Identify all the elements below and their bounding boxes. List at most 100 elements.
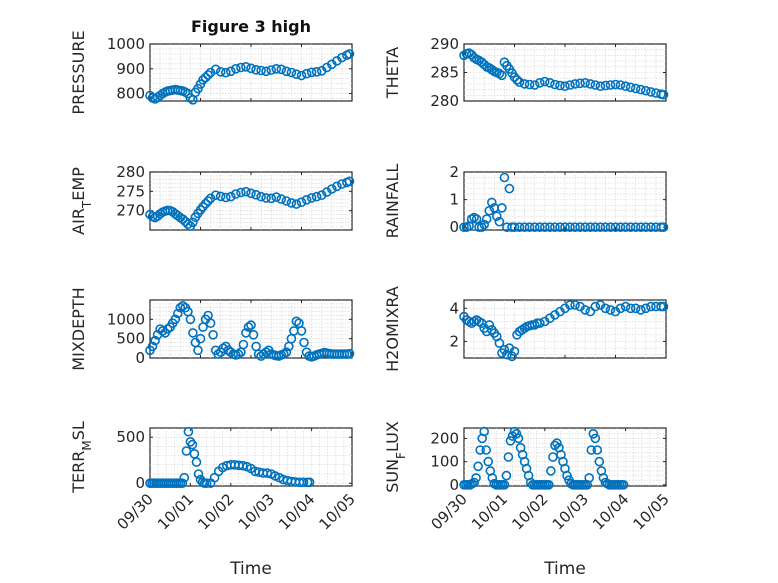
data-point (524, 222, 535, 232)
data-point (471, 214, 482, 224)
data-point (226, 191, 236, 202)
data-point (590, 433, 601, 444)
data-point (625, 303, 636, 314)
y-axis-label: H2OMIXRA (383, 286, 402, 372)
data-point (233, 349, 244, 359)
data-point (321, 187, 332, 197)
data-point (620, 81, 631, 91)
data-point (226, 66, 236, 77)
data-point (261, 193, 271, 203)
data-point (610, 222, 621, 232)
data-point (646, 301, 656, 312)
data-point (580, 305, 591, 315)
data-point (605, 80, 616, 90)
data-point (580, 78, 591, 88)
data-point (188, 328, 198, 338)
y-tick-label: 280 (430, 92, 459, 110)
data-point (550, 79, 560, 90)
y-tick-label: 2 (449, 163, 459, 181)
data-point (251, 65, 261, 75)
y-tick-label: 0 (449, 476, 459, 494)
data-point (615, 303, 626, 314)
data-point (301, 195, 312, 205)
data-point (595, 81, 606, 91)
y-tick-label: 290 (430, 35, 459, 53)
data-point (555, 80, 565, 91)
data-point (337, 52, 347, 63)
data-point (483, 456, 494, 467)
data-point (179, 472, 190, 483)
data-point (147, 341, 158, 352)
data-point (296, 70, 307, 81)
data-point (570, 222, 580, 232)
data-point (262, 468, 273, 478)
x-tick-label: 10/04 (275, 490, 318, 533)
data-point (266, 193, 277, 204)
y-tick-label: 1000 (107, 35, 145, 53)
data-point (221, 67, 231, 78)
data-point (560, 81, 570, 91)
data-point (181, 446, 192, 456)
data-point (484, 205, 495, 216)
y-axis-label: PRESSURE (69, 30, 88, 114)
data-point (173, 308, 183, 319)
data-point (646, 87, 656, 97)
data-point (514, 222, 525, 232)
data-point (198, 75, 208, 85)
y-tick-label: 0 (135, 349, 145, 367)
data-point (178, 214, 188, 224)
data-point (332, 181, 342, 192)
data-point (248, 329, 259, 340)
data-point (481, 445, 492, 455)
data-point (286, 198, 297, 208)
data-point (311, 191, 322, 202)
data-point (298, 477, 309, 488)
data-point (519, 222, 530, 232)
axes-background (149, 427, 353, 487)
data-point (486, 197, 497, 208)
data-point (286, 67, 297, 78)
data-point (266, 65, 277, 75)
data-point (187, 439, 198, 450)
data-point (501, 470, 512, 481)
x-tick-label: 09/30 (114, 490, 157, 533)
data-point (605, 222, 616, 232)
data-point (594, 456, 605, 467)
y-tick-label: 275 (116, 182, 145, 200)
data-point (658, 89, 669, 100)
data-point (513, 433, 524, 444)
data-point (276, 64, 287, 75)
data-point (562, 470, 572, 481)
data-point (499, 344, 510, 355)
y-tick-label: 0 (449, 218, 459, 236)
data-point (511, 428, 522, 439)
data-point (590, 80, 601, 90)
data-point (539, 76, 550, 87)
data-point (281, 347, 292, 358)
y-tick-label: 500 (116, 428, 145, 446)
data-point (487, 473, 498, 483)
y-tick-label: 285 (430, 64, 459, 82)
x-tick-label: 10/02 (194, 490, 237, 533)
y-axis-label: SUNFLUX (383, 421, 408, 493)
data-point (625, 222, 636, 232)
y-axis-label: AIRTEMP (69, 167, 94, 235)
data-point (213, 349, 223, 359)
x-axis-label: Time (229, 559, 272, 579)
data-point (658, 222, 669, 232)
data-point (640, 222, 651, 232)
data-point (588, 428, 599, 439)
data-point (238, 460, 248, 471)
data-point (326, 184, 337, 194)
data-point (630, 303, 641, 314)
data-point (509, 426, 520, 437)
y-tick-label: 500 (116, 330, 145, 348)
data-point (178, 300, 188, 311)
data-point (201, 478, 212, 489)
data-point (658, 301, 669, 312)
data-point (291, 199, 302, 209)
data-point (534, 318, 545, 329)
data-point (471, 473, 481, 483)
data-point (512, 75, 522, 85)
subplot-h2omixra: 2 4 H2OMIXRA (383, 286, 669, 372)
